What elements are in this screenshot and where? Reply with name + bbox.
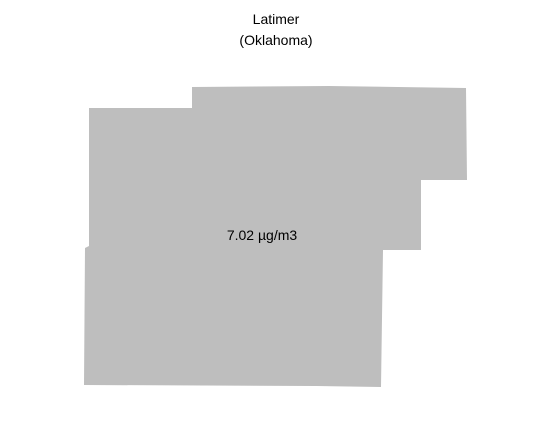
map-subtitle: (Oklahoma): [239, 32, 312, 48]
map-title: Latimer: [253, 11, 300, 27]
county-value-label: 7.02 µg/m3: [227, 227, 298, 243]
county-shape: [84, 86, 467, 387]
